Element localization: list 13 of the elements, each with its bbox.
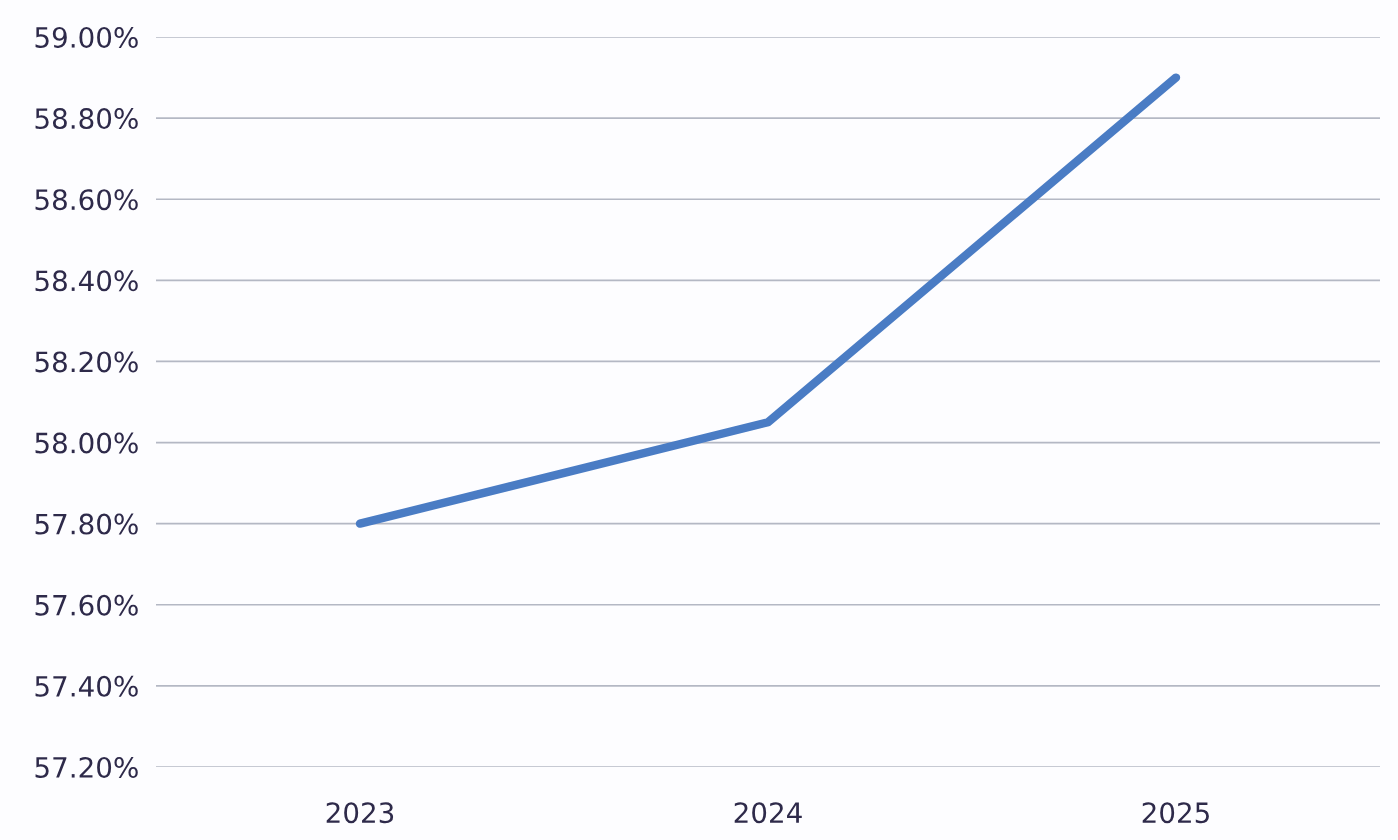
y-tick-label: 57.20% xyxy=(35,756,138,778)
x-tick-label: 2025 xyxy=(1142,802,1209,824)
y-tick-label: 57.80% xyxy=(35,513,138,535)
y-tick-label: 58.00% xyxy=(35,432,138,454)
x-tick-label: 2023 xyxy=(326,802,394,824)
y-tick-label: 58.20% xyxy=(35,351,138,373)
y-tick-label: 58.40% xyxy=(35,270,138,292)
y-tick-label: 58.60% xyxy=(35,189,138,211)
y-tick-label: 59.00% xyxy=(35,26,138,48)
y-tick-label: 57.40% xyxy=(35,675,138,697)
y-tick-label: 58.80% xyxy=(35,108,138,130)
y-tick-label: 57.60% xyxy=(35,594,138,616)
x-tick-label: 2024 xyxy=(734,802,802,824)
